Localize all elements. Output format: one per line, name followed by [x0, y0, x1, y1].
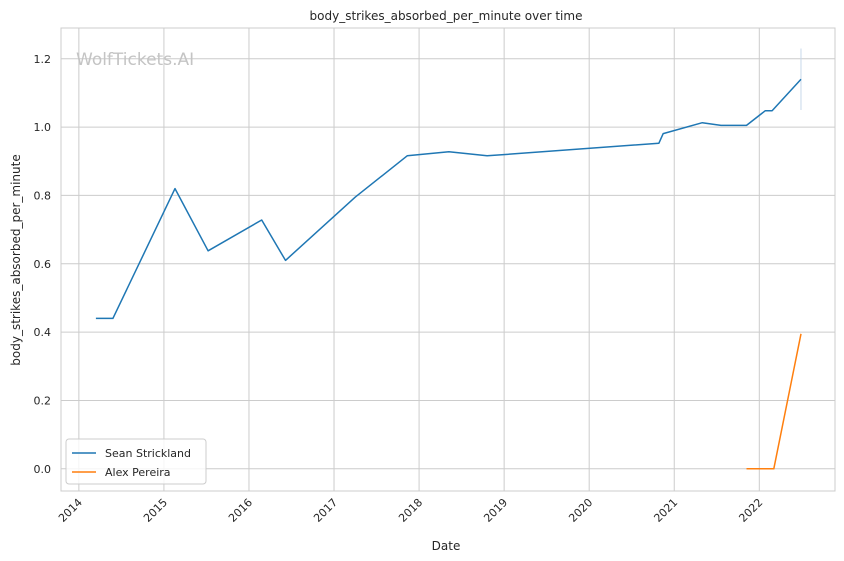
watermark: WolfTickets.AI — [76, 50, 194, 70]
series-line-sean-strickland — [95, 78, 802, 320]
x-tick-label: 2022 — [736, 496, 765, 525]
chart-title: body_strikes_absorbed_per_minute over ti… — [310, 9, 583, 23]
y-tick-label: 1.0 — [34, 121, 52, 134]
x-tick-labels: 2014 2015 2016 2017 2018 2019 2020 2021 2022 — [56, 496, 765, 525]
x-tick-label: 2019 — [481, 496, 510, 525]
legend-label-alex-pereira: Alex Pereira — [105, 466, 171, 479]
series-line-alex-pereira — [746, 333, 802, 470]
x-tick-label: 2021 — [651, 496, 680, 525]
x-axis-title: Date — [432, 539, 461, 553]
y-tick-label: 1.2 — [34, 53, 52, 66]
y-tick-labels: 0.0 0.2 0.4 0.6 0.8 1.0 1.2 — [34, 53, 52, 476]
legend: Sean Strickland Alex Pereira — [65, 438, 207, 485]
y-tick-label: 0.8 — [34, 189, 52, 202]
x-tick-label: 2015 — [141, 496, 170, 525]
y-tick-label: 0.2 — [34, 394, 52, 407]
x-tick-label: 2017 — [311, 496, 340, 525]
series-lines — [95, 48, 802, 470]
y-tick-label: 0.6 — [34, 258, 52, 271]
plot-area — [60, 27, 836, 492]
legend-box — [65, 438, 207, 485]
x-tick-label: 2020 — [566, 496, 595, 525]
y-tick-label: 0.4 — [34, 326, 52, 339]
legend-label-sean-strickland: Sean Strickland — [105, 447, 191, 460]
x-tick-label: 2018 — [396, 496, 425, 525]
grid — [61, 28, 835, 491]
x-tick-label: 2014 — [56, 496, 85, 525]
y-axis-title: body_strikes_absorbed_per_minute — [9, 154, 23, 365]
x-tick-label: 2016 — [226, 496, 255, 525]
y-tick-label: 0.0 — [34, 463, 52, 476]
